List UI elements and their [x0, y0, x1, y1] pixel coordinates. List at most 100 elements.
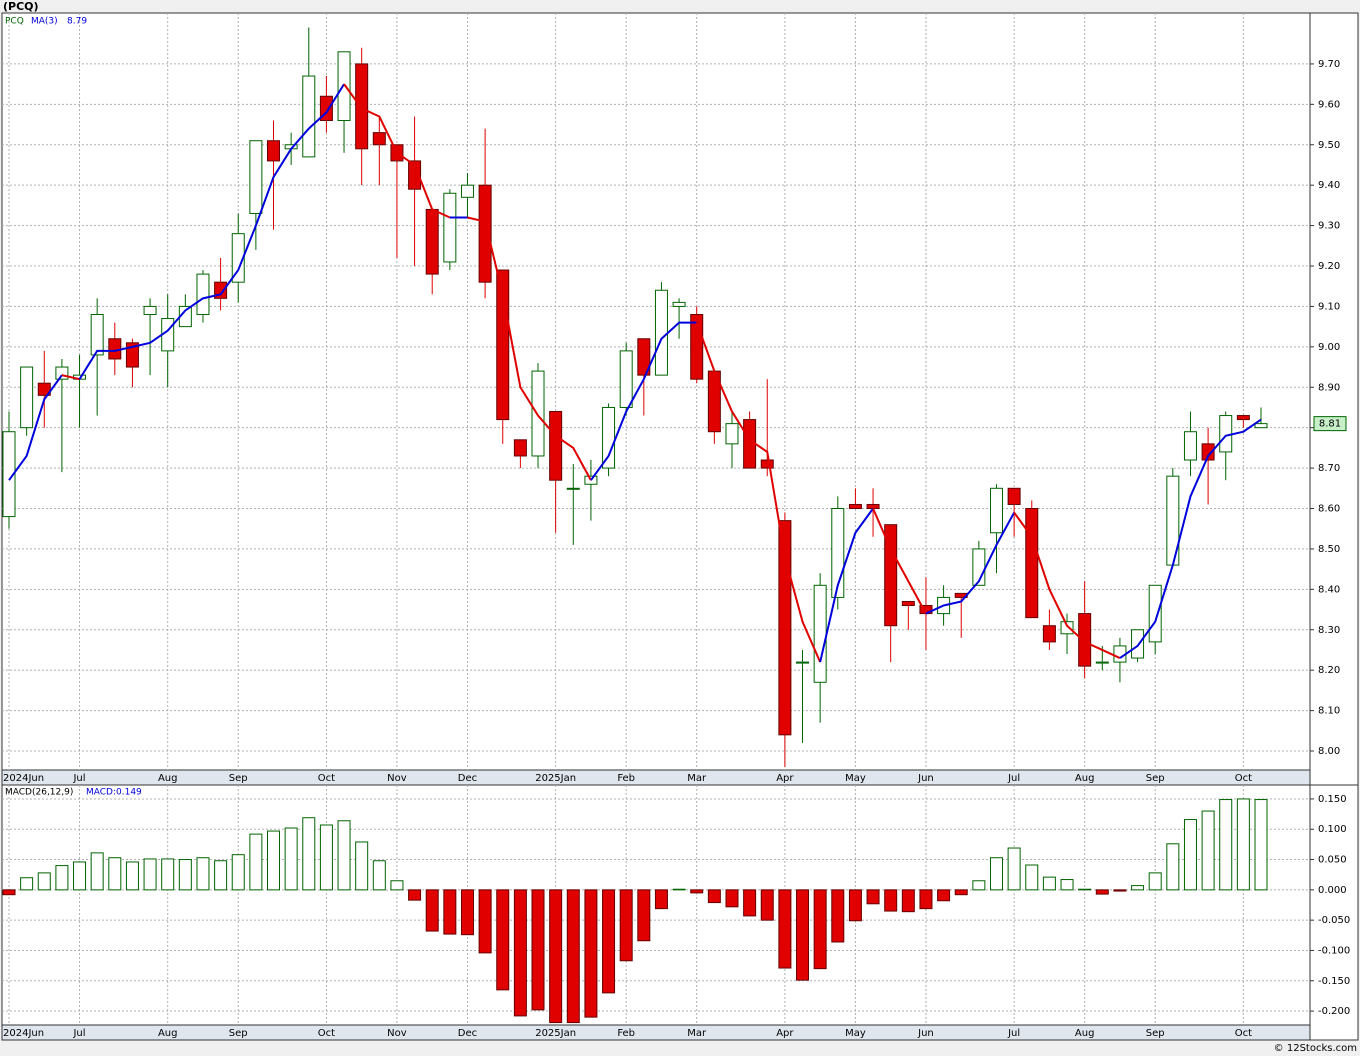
- candle-body: [143, 305, 157, 316]
- macd-bar: [725, 889, 739, 908]
- y-tick-label: 8.70: [1318, 463, 1340, 474]
- x-tick-label: May: [845, 1028, 866, 1039]
- ma-line: [78, 83, 345, 380]
- candle-body: [866, 503, 880, 510]
- x-tick-label: Jul: [1007, 1028, 1020, 1039]
- macd-bar: [231, 854, 245, 891]
- candle-body: [725, 423, 739, 445]
- y-tick-label: 8.20: [1318, 665, 1340, 676]
- macd-bar: [566, 889, 580, 1024]
- candle-body: [637, 338, 651, 376]
- macd-bar: [1236, 798, 1250, 891]
- macd-bar: [513, 889, 527, 1017]
- x-tick-label: Aug: [1075, 773, 1095, 784]
- macd-bar: [196, 857, 210, 891]
- macd-bar: [249, 833, 263, 891]
- legend-value: 8.79: [67, 17, 87, 27]
- macd-bar: [866, 889, 880, 905]
- macd-bar: [125, 861, 139, 891]
- macd-bar: [690, 889, 704, 894]
- candle-body: [1042, 625, 1056, 643]
- ma-line: [343, 83, 451, 219]
- y-tick-label: 8.90: [1318, 382, 1340, 393]
- candle-body: [654, 289, 668, 376]
- macd-bar: [831, 889, 845, 943]
- x-tick-label: Aug: [158, 773, 178, 784]
- candle-body: [443, 192, 457, 263]
- y-tick-label: -0.050: [1318, 915, 1350, 926]
- x-tick-label: Sep: [1146, 773, 1165, 784]
- macd-bar: [531, 889, 545, 1011]
- candle-body: [1131, 629, 1145, 659]
- candle-body: [108, 338, 122, 360]
- price-tag-label: 8.81: [1319, 419, 1341, 430]
- macd-bar: [1042, 876, 1056, 891]
- candle-body: [20, 366, 34, 429]
- macd-bar: [390, 880, 404, 891]
- y-tick-label: 9.10: [1318, 301, 1340, 312]
- macd-bar: [672, 888, 686, 891]
- macd-bar: [372, 860, 386, 891]
- macd-bar: [619, 889, 633, 962]
- candle-body: [796, 661, 810, 664]
- ma-line: [61, 374, 80, 381]
- candle-body: [672, 301, 686, 307]
- macd-bar: [214, 860, 228, 891]
- legend-entry: MACD(26,12,9): [5, 788, 73, 798]
- ma-line: [8, 374, 63, 481]
- macd-bar: [637, 889, 651, 942]
- x-tick-label: Sep: [1146, 1028, 1165, 1039]
- x-tick-label: Mar: [687, 773, 707, 784]
- x-tick-label: 2025Jan: [535, 773, 576, 784]
- y-tick-label: 8.00: [1318, 746, 1340, 757]
- ma-line: [819, 507, 874, 663]
- candle-body: [1148, 584, 1162, 643]
- y-tick-label: 0.100: [1318, 824, 1347, 835]
- candle-body: [1219, 415, 1233, 453]
- macd-bar: [55, 865, 69, 891]
- x-tick-label: Apr: [776, 1028, 794, 1039]
- macd-bar: [108, 857, 122, 891]
- x-axis-strip: [1, 769, 1311, 786]
- macd-bar: [796, 889, 810, 981]
- candle-body: [1060, 621, 1074, 635]
- candle-body: [408, 160, 422, 190]
- macd-bar: [972, 880, 986, 891]
- x-tick-label: Jun: [917, 1028, 934, 1039]
- macd-bar: [2, 889, 16, 896]
- candle-body: [1025, 508, 1039, 619]
- y-tick-label: 8.40: [1318, 584, 1340, 595]
- candle-body: [549, 411, 563, 481]
- x-tick-label: Apr: [776, 773, 794, 784]
- price-tag: [1313, 416, 1347, 432]
- macd-bar: [602, 889, 616, 994]
- macd-bar: [1060, 879, 1074, 891]
- x-tick-label: Dec: [458, 1028, 477, 1039]
- x-tick-label: Mar: [687, 1028, 707, 1039]
- candle-body: [1254, 423, 1268, 429]
- macd-bar: [37, 872, 51, 891]
- x-tick-label: 2024Jun: [3, 773, 44, 784]
- legend-value: MACD:0.149: [86, 788, 142, 798]
- candle-body: [989, 487, 1003, 534]
- price-panel: [1, 12, 1311, 771]
- macd-bar: [549, 889, 563, 1024]
- y-tick-label: -0.100: [1318, 945, 1350, 956]
- macd-bar: [1201, 810, 1215, 891]
- macd-bar: [1219, 799, 1233, 891]
- x-tick-label: Sep: [229, 773, 248, 784]
- macd-bar: [302, 817, 316, 891]
- candle-body: [619, 350, 633, 408]
- macd-bar: [355, 841, 369, 891]
- macd-bar: [813, 889, 827, 970]
- x-tick-label: Feb: [617, 773, 635, 784]
- macd-bar: [954, 889, 968, 896]
- candle-body: [1183, 431, 1197, 461]
- macd-bar: [1183, 819, 1197, 891]
- legend: PCQ MA(3) 8.79 MACD(26,12,9) MACD:0.149: [5, 17, 142, 798]
- candle-body: [125, 342, 139, 368]
- macd-bar: [1166, 843, 1180, 891]
- y-tick-label: 8.60: [1318, 504, 1340, 515]
- x-tick-label: Aug: [158, 1028, 178, 1039]
- macd-bar: [937, 889, 951, 902]
